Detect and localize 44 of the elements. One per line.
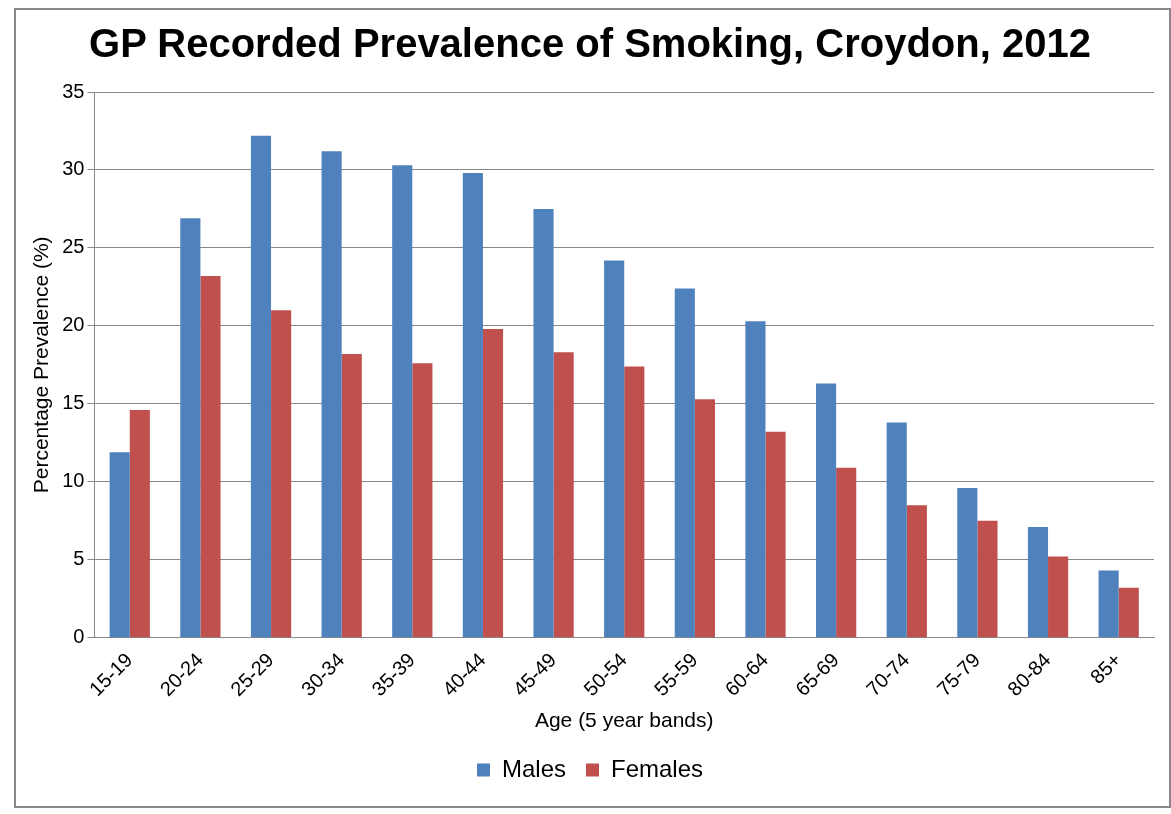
y-tick-label: 20 bbox=[62, 313, 85, 336]
bar bbox=[957, 487, 978, 638]
bar bbox=[533, 208, 554, 638]
y-tick-label: 15 bbox=[62, 391, 85, 414]
legend-label: Males bbox=[501, 754, 567, 782]
bar bbox=[1118, 587, 1139, 638]
bar bbox=[977, 520, 998, 638]
bar bbox=[250, 135, 272, 638]
y-tick-label: 30 bbox=[62, 157, 85, 180]
bar bbox=[816, 383, 837, 638]
bar bbox=[886, 422, 907, 638]
bar bbox=[482, 328, 504, 638]
bar bbox=[694, 399, 715, 638]
x-axis-title: Age (5 year bands) bbox=[534, 708, 714, 732]
bar bbox=[765, 431, 786, 638]
bar bbox=[462, 173, 483, 638]
y-tick-label: 25 bbox=[62, 235, 85, 258]
bar bbox=[200, 275, 221, 638]
bar bbox=[1027, 526, 1049, 638]
y-tick-label: 10 bbox=[62, 469, 85, 492]
y-axis-title: Percentage Prevalence (%) bbox=[29, 236, 53, 494]
bar bbox=[392, 165, 413, 638]
y-tick-label: 35 bbox=[62, 79, 85, 102]
bar bbox=[412, 363, 433, 638]
bar bbox=[1048, 556, 1069, 638]
chart-title: GP Recorded Prevalence of Smoking, Croydon, 2012 bbox=[89, 21, 1091, 66]
y-tick-label: 5 bbox=[73, 547, 85, 570]
bar bbox=[129, 410, 150, 638]
bar bbox=[180, 218, 201, 638]
bar bbox=[321, 151, 342, 638]
x-tick-label: 85+ bbox=[1085, 648, 1126, 688]
bar bbox=[624, 366, 645, 638]
bar bbox=[906, 505, 927, 638]
bar bbox=[109, 452, 130, 638]
bar bbox=[836, 467, 857, 638]
bar bbox=[674, 288, 695, 638]
bar bbox=[604, 260, 625, 638]
bar bbox=[553, 352, 574, 638]
bar bbox=[745, 321, 766, 638]
bar bbox=[341, 353, 362, 638]
bar bbox=[271, 310, 292, 638]
y-tick-label: 0 bbox=[73, 625, 85, 648]
legend-label: Females bbox=[611, 754, 704, 782]
bar bbox=[1098, 570, 1119, 638]
